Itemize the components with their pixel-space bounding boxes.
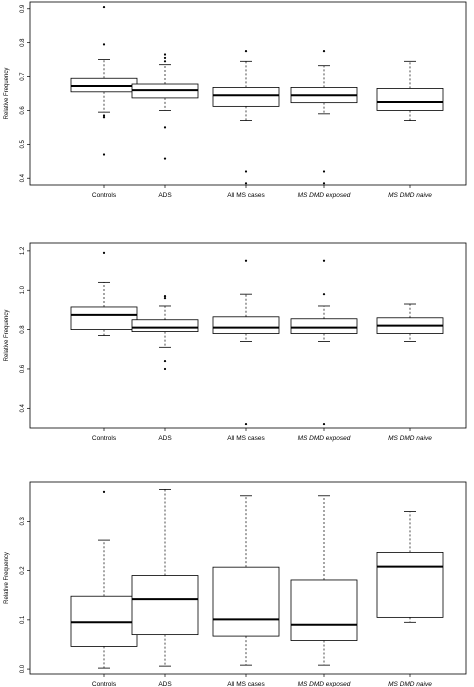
- box-all-ms-cases: [212, 259, 280, 426]
- outlier-point: [102, 116, 106, 119]
- x-category-label: Controls: [92, 681, 117, 687]
- box-controls: [70, 251, 138, 336]
- x-category-label: All MS cases: [227, 435, 265, 442]
- plot-frame: [29, 1, 467, 186]
- iqr-box: [290, 579, 358, 641]
- plot-frame: [29, 242, 467, 429]
- outlier-point: [244, 259, 248, 262]
- y-axis-label: Relative Frequency: [4, 310, 10, 362]
- x-category-label: ADS: [158, 435, 172, 442]
- outlier-point: [102, 153, 106, 156]
- outlier-point: [163, 297, 167, 300]
- box-controls: [70, 5, 138, 156]
- boxplot-panel-2: 0.4 0.6 0.8 1.0 1.2 Relative Frequency Control…: [4, 242, 467, 442]
- x-category-label: MS DMD naive: [388, 435, 432, 442]
- x-category-label: Controls: [92, 435, 117, 442]
- x-category-label: All MS cases: [227, 192, 265, 199]
- x-category-label: MS DMD exposed: [298, 192, 351, 199]
- iqr-box: [70, 77, 138, 93]
- y-tick-label: 1.0: [20, 285, 26, 294]
- iqr-box: [131, 319, 199, 332]
- y-tick-label: 0.6: [20, 106, 26, 115]
- y-tick-label: 0.5: [20, 140, 26, 149]
- outlier-point: [102, 114, 106, 117]
- y-tick-label: 0.6: [20, 364, 26, 373]
- iqr-box: [131, 575, 199, 636]
- box-ms-dmd-naive: [376, 303, 444, 342]
- outlier-point: [244, 422, 248, 426]
- y-tick-label: 0.2: [20, 566, 26, 575]
- outlier-point: [163, 53, 167, 56]
- outlier-point: [163, 157, 167, 160]
- box-ms-dmd-exposed: [290, 495, 358, 666]
- plot-frame: [29, 481, 467, 675]
- box-controls: [70, 490, 138, 669]
- outlier-point: [102, 5, 106, 9]
- outlier-point: [163, 56, 167, 60]
- y-axis-label: Relative Frequency: [4, 552, 10, 604]
- box-ms-dmd-exposed: [290, 50, 358, 185]
- x-category-label: MS DMD naive: [388, 681, 432, 687]
- y-tick-label: 0.9: [20, 4, 26, 13]
- outlier-point: [244, 170, 248, 173]
- iqr-box: [212, 566, 280, 637]
- y-tick-label: 0.7: [20, 72, 26, 81]
- box-all-ms-cases: [212, 50, 280, 185]
- outlier-point: [322, 182, 326, 185]
- outlier-point: [102, 490, 106, 493]
- box-ms-dmd-naive: [376, 511, 444, 623]
- boxplot-panel-1: 0.4 0.5 0.6 0.7 0.8 0.9 Relative Frequency Cont…: [4, 1, 467, 199]
- outlier-point: [163, 126, 167, 129]
- y-tick-label: 0.8: [20, 38, 26, 47]
- x-category-label: MS DMD exposed: [298, 435, 351, 442]
- outlier-point: [322, 259, 326, 262]
- outlier-point: [322, 50, 326, 53]
- outlier-point: [163, 60, 167, 63]
- x-category-label: Controls: [92, 192, 117, 199]
- box-ads: [131, 488, 199, 667]
- y-axis-label: Relative Frequency: [4, 68, 10, 120]
- outlier-point: [322, 293, 326, 296]
- y-tick-label: 0.4: [20, 403, 26, 412]
- y-tick-label: 0.1: [20, 615, 26, 624]
- box-ms-dmd-exposed: [290, 259, 358, 426]
- y-tick-label: 0.4: [20, 173, 26, 182]
- outlier-point: [102, 251, 106, 254]
- outlier-point: [102, 43, 106, 46]
- box-ms-dmd-naive: [376, 60, 444, 122]
- iqr-box: [376, 552, 444, 618]
- iqr-box: [376, 88, 444, 111]
- outlier-point: [244, 50, 248, 53]
- outlier-point: [322, 422, 326, 426]
- y-tick-label: 0.0: [20, 664, 26, 673]
- x-category-label: ADS: [158, 192, 172, 199]
- box-ads: [131, 53, 199, 160]
- iqr-box: [70, 306, 138, 330]
- y-tick-label: 0.8: [20, 325, 26, 334]
- y-tick-label: 0.3: [20, 517, 26, 526]
- outlier-point: [244, 182, 248, 185]
- outlier-point: [163, 359, 167, 363]
- x-category-label: ADS: [158, 681, 172, 687]
- x-category-label: MS DMD exposed: [298, 681, 351, 687]
- iqr-box: [212, 316, 280, 334]
- outlier-point: [163, 295, 167, 298]
- x-category-label: All MS cases: [227, 681, 265, 687]
- y-tick-label: 1.2: [20, 246, 26, 255]
- iqr-box: [212, 87, 280, 107]
- box-ads: [131, 295, 199, 371]
- outlier-point: [322, 170, 326, 173]
- x-category-label: MS DMD naive: [388, 192, 432, 199]
- box-all-ms-cases: [212, 495, 280, 666]
- outlier-point: [163, 367, 167, 371]
- boxplot-panel-3: 0.0 0.1 0.2 0.3 Relative Frequency Controls AD…: [4, 481, 467, 687]
- iqr-box: [290, 318, 358, 334]
